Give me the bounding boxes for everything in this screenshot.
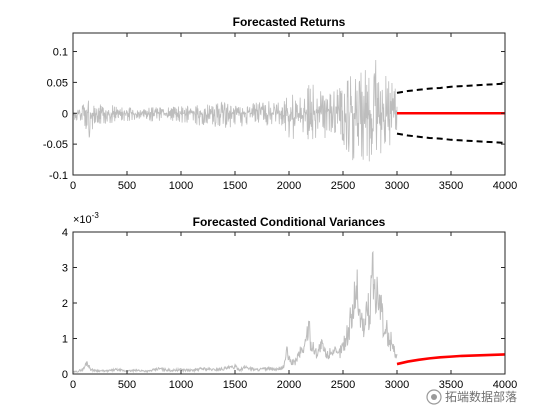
variances-x-tick-label: 1000 xyxy=(169,379,193,391)
watermark-logo-icon xyxy=(426,389,442,405)
y-axis-exponent-label: ×10-3 xyxy=(73,211,99,226)
watermark-text: 拓端数据部落 xyxy=(445,389,517,404)
returns-plot-title: Forecasted Returns xyxy=(233,15,346,29)
variances-x-tick-label: 2500 xyxy=(331,379,355,391)
variances-x-tick-label: 3500 xyxy=(439,379,463,391)
variances-y-tick-label: 1 xyxy=(62,334,68,346)
returns-y-tick-label: 0 xyxy=(62,108,68,120)
returns-upper-bound-series xyxy=(396,82,505,94)
returns-x-tick-label: 1500 xyxy=(223,180,247,192)
variances-plot-title: Forecasted Conditional Variances xyxy=(193,215,386,229)
returns-y-tick-label: 0.1 xyxy=(53,47,68,59)
variances-x-tick-label: 1500 xyxy=(223,379,247,391)
returns-observed-series xyxy=(73,60,398,162)
variances-x-tick-label: 0 xyxy=(70,379,76,391)
variances-y-tick-label: 3 xyxy=(62,263,68,275)
returns-x-tick-label: 500 xyxy=(118,180,136,192)
returns-x-tick-label: 2500 xyxy=(331,180,355,192)
returns-x-tick-label: 3500 xyxy=(439,180,463,192)
variances-plot: Forecasted Conditional Variances ×10-3 0… xyxy=(62,211,517,391)
variances-y-tick-label: 2 xyxy=(62,298,68,310)
variances-x-tick-label: 4000 xyxy=(493,379,517,391)
variances-y-tick-label: 4 xyxy=(62,227,68,239)
watermark-logo-dot xyxy=(431,394,437,400)
variances-forecast-series xyxy=(396,353,505,366)
returns-x-tick-label: 1000 xyxy=(169,180,193,192)
variances-y-tick-label: 0 xyxy=(62,369,68,381)
returns-lower-bound-series xyxy=(396,132,505,144)
variances-x-tick-label: 3000 xyxy=(385,379,409,391)
returns-y-tick-label: -0.05 xyxy=(43,139,68,151)
returns-y-tick-label: 0.05 xyxy=(47,77,68,89)
returns-x-tick-label: 0 xyxy=(70,180,76,192)
returns-plot: Forecasted Returns 0 500 1000 1500 2000 2500 3… xyxy=(43,15,517,192)
returns-x-tick-label: 3000 xyxy=(385,180,409,192)
returns-plot-area xyxy=(73,60,505,162)
returns-plot-ticks: 0 500 1000 1500 2000 2500 3000 3500 4000 -0.1 -0.0… xyxy=(43,33,517,192)
watermark: 拓端数据部落 xyxy=(426,389,517,405)
returns-x-tick-label: 4000 xyxy=(493,180,517,192)
variances-x-tick-label: 2000 xyxy=(277,379,301,391)
returns-x-tick-label: 2000 xyxy=(277,180,301,192)
returns-y-tick-label: -0.1 xyxy=(49,170,68,182)
variances-plot-ticks: 0 500 1000 1500 2000 2500 3000 3500 4000 0 1 2 3 4 xyxy=(62,227,517,391)
variances-x-tick-label: 500 xyxy=(118,379,136,391)
